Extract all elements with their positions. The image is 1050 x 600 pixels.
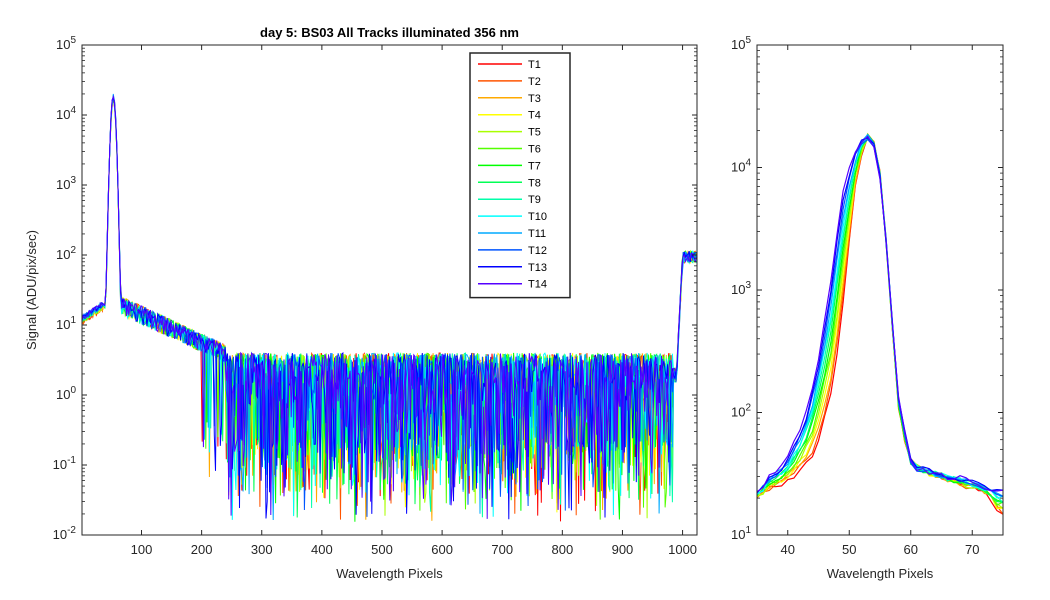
zoom-x-tick-label: 70 bbox=[965, 542, 979, 557]
zoom-series-line-t13 bbox=[756, 137, 1004, 493]
legend-box bbox=[469, 52, 571, 299]
main-y-tick-label: 105 bbox=[56, 35, 76, 52]
main-x-tick-label: 700 bbox=[491, 542, 513, 557]
legend-label-t11: T11 bbox=[528, 228, 546, 240]
main-y-tick-label: 104 bbox=[56, 105, 76, 122]
zoom-series-group bbox=[756, 132, 1004, 515]
zoom-y-tick-label: 101 bbox=[731, 525, 751, 542]
main-y-tick-label: 101 bbox=[56, 315, 76, 332]
main-series-line-t11 bbox=[81, 93, 697, 521]
zoom-x-tick-label: 60 bbox=[904, 542, 918, 557]
zoom-y-tick-label: 104 bbox=[731, 158, 751, 175]
main-y-tick-label: 10-1 bbox=[53, 455, 77, 472]
legend-label-t2: T2 bbox=[528, 76, 541, 88]
zoom-y-tick-label: 105 bbox=[731, 35, 751, 52]
main-x-tick-label: 400 bbox=[311, 542, 333, 557]
main-y-ticks: 10-2 10-1 100 101 102 103 104 105 bbox=[53, 35, 697, 542]
legend-label-t1: T1 bbox=[528, 59, 541, 71]
main-x-tick-label: 900 bbox=[612, 542, 634, 557]
legend-label-t7: T7 bbox=[528, 160, 541, 172]
zoom-x-axis-label: Wavelength Pixels bbox=[827, 566, 934, 581]
main-y-tick-label: 10-2 bbox=[53, 525, 77, 542]
main-x-tick-label: 200 bbox=[191, 542, 213, 557]
zoom-y-ticks: 101 102 103 104 105 bbox=[731, 35, 1003, 542]
legend-label-t6: T6 bbox=[528, 144, 541, 156]
main-x-axis-label: Wavelength Pixels bbox=[336, 566, 443, 581]
main-series-group bbox=[81, 93, 697, 522]
main-x-tick-label: 800 bbox=[551, 542, 573, 557]
zoom-y-tick-label: 102 bbox=[731, 403, 751, 420]
zoom-peak-chart: 40 50 60 70 101 102 103 104 105 Wavelength Pixe… bbox=[731, 35, 1004, 581]
legend-label-t10: T10 bbox=[528, 211, 547, 223]
main-spectrum-chart: 100 200 300 400 500 600 700 800 900 1000 10-2 10-1… bbox=[24, 25, 698, 581]
main-x-tick-label: 1000 bbox=[668, 542, 697, 557]
legend-label-t14: T14 bbox=[528, 279, 547, 291]
main-y-tick-label: 102 bbox=[56, 245, 76, 262]
legend-label-t9: T9 bbox=[528, 194, 541, 206]
main-y-tick-label: 100 bbox=[56, 385, 76, 402]
main-x-ticks: 100 200 300 400 500 600 700 800 900 1000 bbox=[131, 45, 697, 557]
legend: T1 T2 T3 T4 T5 T6 T7 T8 T9 T10 T11 T12 T13 T14 bbox=[469, 52, 571, 299]
zoom-x-ticks: 40 50 60 70 bbox=[781, 45, 979, 557]
main-series-line-t13 bbox=[81, 95, 697, 520]
zoom-x-tick-label: 40 bbox=[781, 542, 795, 557]
main-x-tick-label: 100 bbox=[131, 542, 153, 557]
legend-items: T1 T2 T3 T4 T5 T6 T7 T8 T9 T10 T11 T12 T13 T14 bbox=[478, 59, 547, 291]
main-x-tick-label: 600 bbox=[431, 542, 453, 557]
legend-label-t12: T12 bbox=[528, 245, 547, 257]
zoom-x-tick-label: 50 bbox=[842, 542, 856, 557]
legend-label-t4: T4 bbox=[528, 110, 541, 122]
main-x-tick-label: 500 bbox=[371, 542, 393, 557]
legend-label-t3: T3 bbox=[528, 93, 541, 105]
legend-label-t13: T13 bbox=[528, 262, 547, 274]
main-axes-frame bbox=[81, 44, 698, 536]
main-series-line-t14 bbox=[81, 94, 697, 519]
zoom-series-line-t14 bbox=[756, 135, 1004, 493]
main-x-tick-label: 300 bbox=[251, 542, 273, 557]
main-y-tick-label: 103 bbox=[56, 175, 76, 192]
legend-label-t8: T8 bbox=[528, 177, 541, 189]
main-y-axis-label: Signal (ADU/pix/sec) bbox=[24, 230, 39, 350]
main-chart-title: day 5: BS03 All Tracks illuminated 356 n… bbox=[260, 25, 519, 40]
legend-label-t5: T5 bbox=[528, 127, 541, 139]
zoom-y-tick-label: 103 bbox=[731, 280, 751, 297]
